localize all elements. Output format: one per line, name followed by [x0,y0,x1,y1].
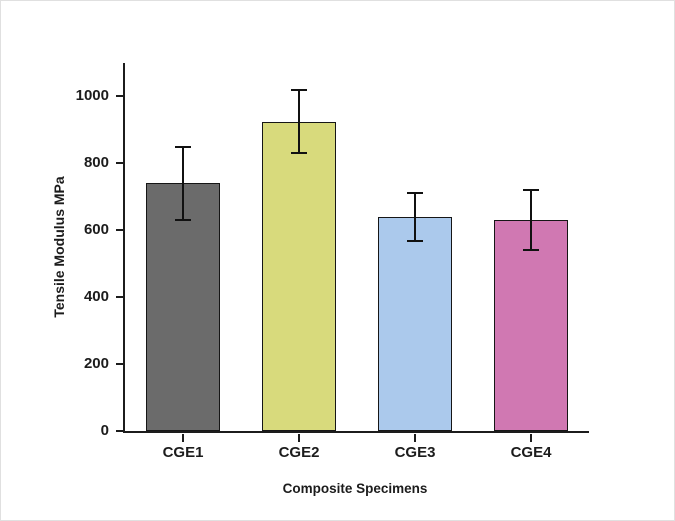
x-axis-tick [414,433,416,442]
x-axis-category-label: CGE4 [510,444,552,461]
bar-cge2 [262,121,336,431]
x-axis-title: Composite Specimens [282,481,428,496]
bar-cge4 [494,220,568,431]
x-axis-category-label: CGE1 [162,444,204,461]
y-axis-tick [116,363,125,366]
x-axis-category-label: CGE2 [278,444,320,461]
error-bar-cap-bottom [175,219,191,222]
error-bar-line [182,146,184,221]
error-bar-cap-bottom [291,152,307,155]
y-axis-tick-label: 800 [83,154,109,172]
y-axis-tick-label: 400 [83,288,109,306]
error-bar-line [298,89,300,154]
error-bar-cap-top [175,145,191,148]
y-axis-tick-label: 200 [83,355,109,373]
y-axis-tick [116,430,125,432]
x-axis-category-label: CGE3 [394,444,436,461]
x-axis-tick [298,433,300,442]
y-axis-tick [116,296,125,299]
y-axis-tick [116,229,125,232]
error-bar-line [414,192,416,241]
y-axis-tick-label: 600 [83,221,109,239]
bar-cge1 [146,183,220,431]
error-bar-line [530,190,532,251]
error-bar-cap-top [291,88,307,91]
x-axis-tick [530,433,532,442]
error-bar-cap-top [407,191,423,194]
error-bar-cap-bottom [523,249,539,252]
x-axis-tick [182,433,184,442]
y-axis-tick-label: 0 [100,422,109,439]
y-axis-tick [116,95,125,98]
y-axis-tick-label: 1000 [75,87,109,105]
plot-area: 0 200 400 600 800 1000 CGE1 CGE2 CGE3 CGE4 [76,63,589,461]
error-bar-cap-bottom [407,239,423,242]
error-bar-cap-top [523,189,539,192]
y-axis-tick [116,162,125,165]
bar-cge3 [378,216,452,431]
